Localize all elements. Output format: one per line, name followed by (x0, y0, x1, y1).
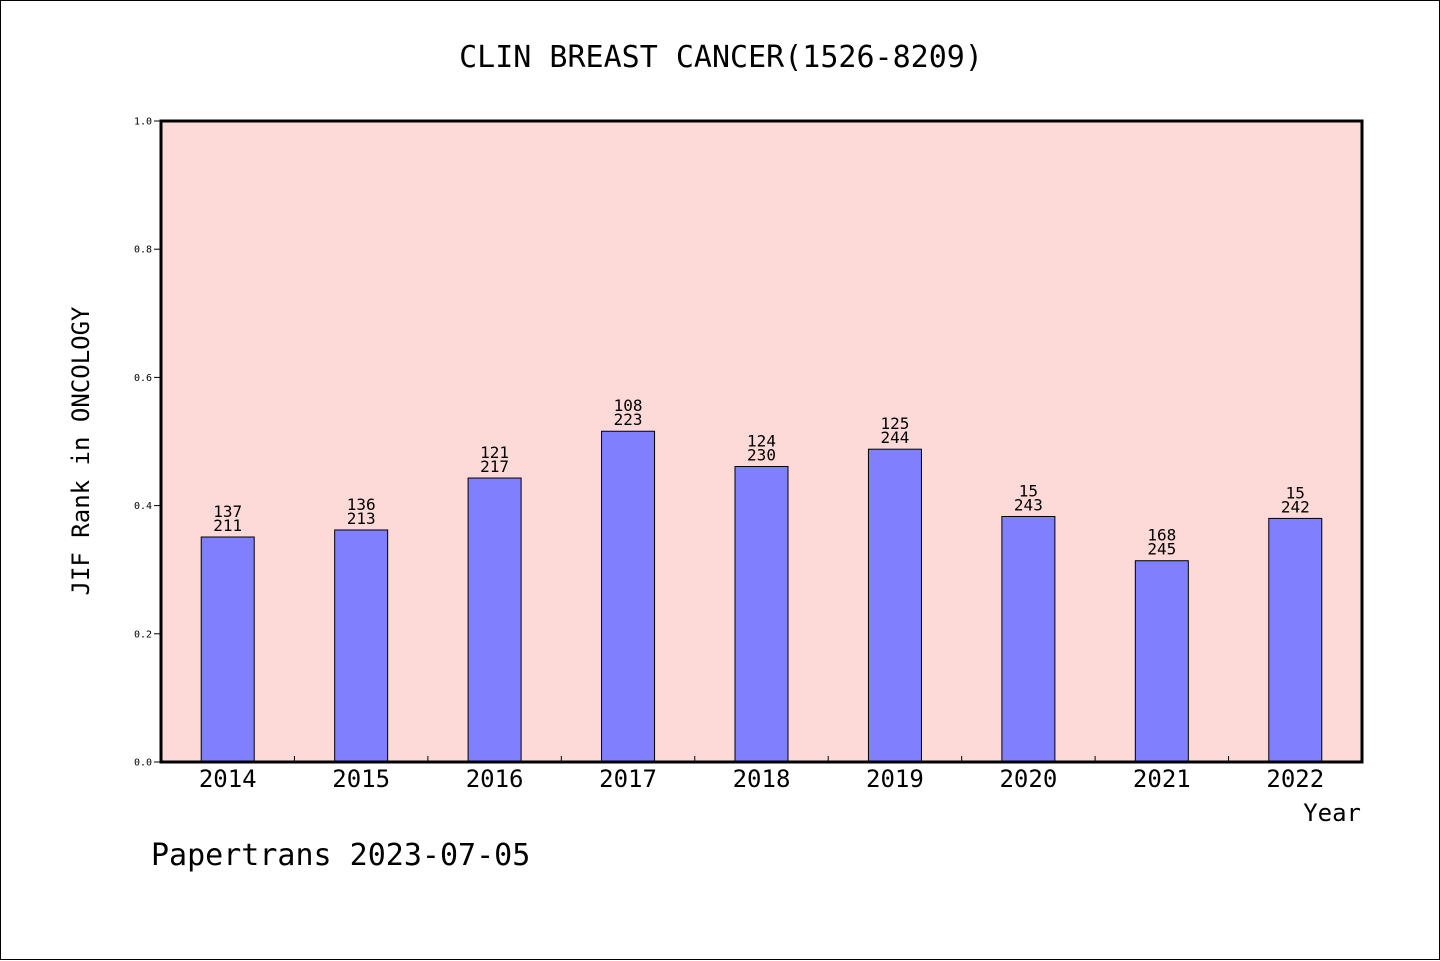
bar-2020 (1001, 515, 1056, 763)
bar-2014 (200, 536, 255, 763)
total-label: 242 (1281, 497, 1310, 516)
y-tick-label: 0.0 (134, 758, 152, 769)
bar-2022 (1268, 517, 1323, 763)
plot-frame (159, 119, 1364, 764)
x-tick-label: 2021 (1133, 765, 1191, 793)
x-tick-label: 2022 (1266, 765, 1324, 793)
bar-2021 (1134, 560, 1189, 763)
rank-label: 136 (347, 495, 376, 514)
rank-label: 15 (1019, 481, 1038, 500)
bar-data-labels: 1372111362131212171082231242301252441524… (213, 396, 1309, 558)
y-tick-label: 0.4 (134, 501, 152, 512)
footer-credit: Papertrans 2023-07-05 (151, 838, 530, 873)
bar-2017 (601, 430, 656, 763)
total-label: 245 (1147, 540, 1176, 559)
total-label: 244 (880, 428, 909, 447)
x-tick-label: 2017 (599, 765, 657, 793)
y-tick-label: 0.2 (134, 629, 152, 640)
y-axis-label: JIF Rank in ONCOLOGY (67, 306, 95, 596)
x-axis-label: Year (1303, 799, 1361, 827)
total-label: 243 (1014, 495, 1043, 514)
rank-label: 15 (1286, 483, 1305, 502)
total-label: 213 (347, 509, 376, 528)
rank-label: 108 (614, 396, 643, 415)
total-label: 230 (747, 445, 776, 464)
x-tick-label: 2019 (866, 765, 924, 793)
x-axis: 2014 2015 2016 2017 2018 2019 2020 2021 2022 (199, 756, 1324, 793)
total-label: 217 (480, 457, 509, 476)
bar-2018 (734, 465, 789, 763)
x-tick-label: 2020 (999, 765, 1057, 793)
bar-series (200, 430, 1323, 763)
rank-label: 168 (1147, 526, 1176, 545)
y-axis: 0.0 0.2 0.4 0.6 0.8 1.0 (134, 117, 161, 769)
y-tick-label: 0.8 (134, 245, 152, 256)
y-tick-label: 1.0 (134, 117, 152, 128)
x-tick-label: 2015 (332, 765, 390, 793)
bar-2019 (867, 448, 922, 763)
rank-label: 124 (747, 431, 776, 450)
x-tick-label: 2018 (733, 765, 791, 793)
rank-label: 125 (880, 414, 909, 433)
rank-label: 137 (213, 502, 242, 521)
bar-2015 (334, 529, 389, 763)
rank-label: 121 (480, 443, 509, 462)
total-label: 211 (213, 516, 242, 535)
y-tick-label: 0.6 (134, 373, 152, 384)
total-label: 223 (614, 410, 643, 429)
x-tick-label: 2016 (466, 765, 524, 793)
x-tick-label: 2014 (199, 765, 257, 793)
chart-title: CLIN BREAST CANCER(1526-8209) (459, 40, 983, 75)
bar-2016 (467, 477, 522, 763)
